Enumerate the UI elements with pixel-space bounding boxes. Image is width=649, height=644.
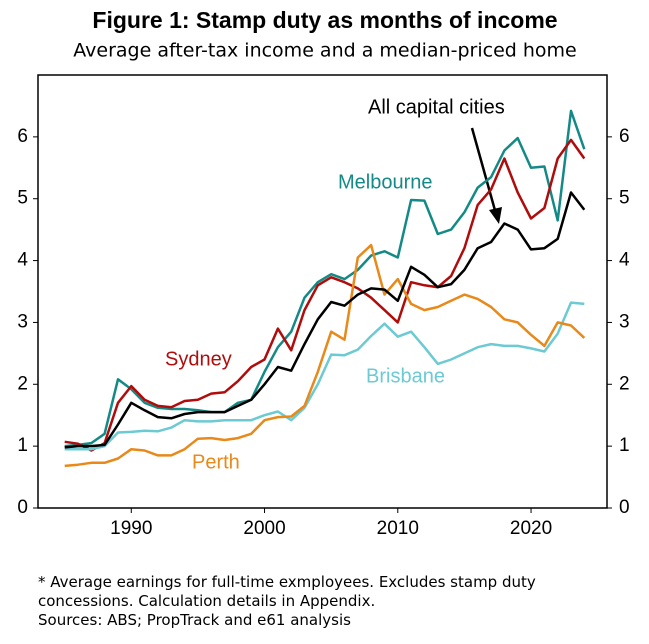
y2-tick-label: 5 <box>619 188 630 209</box>
chart-subtitle: Average after-tax income and a median-pr… <box>73 40 576 62</box>
y-tick-label: 4 <box>17 250 28 271</box>
series-label: All capital cities <box>368 96 505 118</box>
series-line <box>64 301 585 451</box>
y-tick-label: 6 <box>17 126 28 147</box>
y2-tick-label: 0 <box>619 497 630 518</box>
series-line <box>64 109 586 448</box>
y2-tick-label: 2 <box>619 373 630 394</box>
y-tick-label: 3 <box>17 311 28 332</box>
y2-tick-label: 3 <box>619 311 630 332</box>
series-line <box>64 191 586 449</box>
y2-tick-label: 6 <box>619 126 630 147</box>
series-label: Melbourne <box>338 171 433 193</box>
arrow-head <box>489 207 502 224</box>
y-tick-label: 0 <box>17 497 28 518</box>
x-tick-label: 1990 <box>110 518 152 539</box>
series-label: Sydney <box>165 348 232 370</box>
x-tick-label: 2000 <box>243 518 285 539</box>
chart-title: Figure 1: Stamp duty as months of income <box>92 7 557 33</box>
series-label: Brisbane <box>366 365 445 387</box>
y-tick-label: 5 <box>17 188 28 209</box>
footnote: concessions. Calculation details in Appe… <box>38 592 375 610</box>
series-label: Perth <box>192 451 240 473</box>
annotation-arrow <box>470 127 498 215</box>
y2-tick-label: 1 <box>619 435 630 456</box>
y2-tick-label: 4 <box>619 250 630 271</box>
series-line <box>64 138 586 452</box>
y-tick-label: 2 <box>17 373 28 394</box>
y-tick-label: 1 <box>17 435 28 456</box>
footnote: * Average earnings for full-time exmploy… <box>38 573 536 591</box>
plot-frame <box>37 74 608 509</box>
x-tick-label: 2020 <box>510 518 552 539</box>
x-tick-label: 2010 <box>377 518 419 539</box>
series-line <box>64 243 586 468</box>
footnote: Sources: ABS; PropTrack and e61 analysis <box>38 611 351 629</box>
